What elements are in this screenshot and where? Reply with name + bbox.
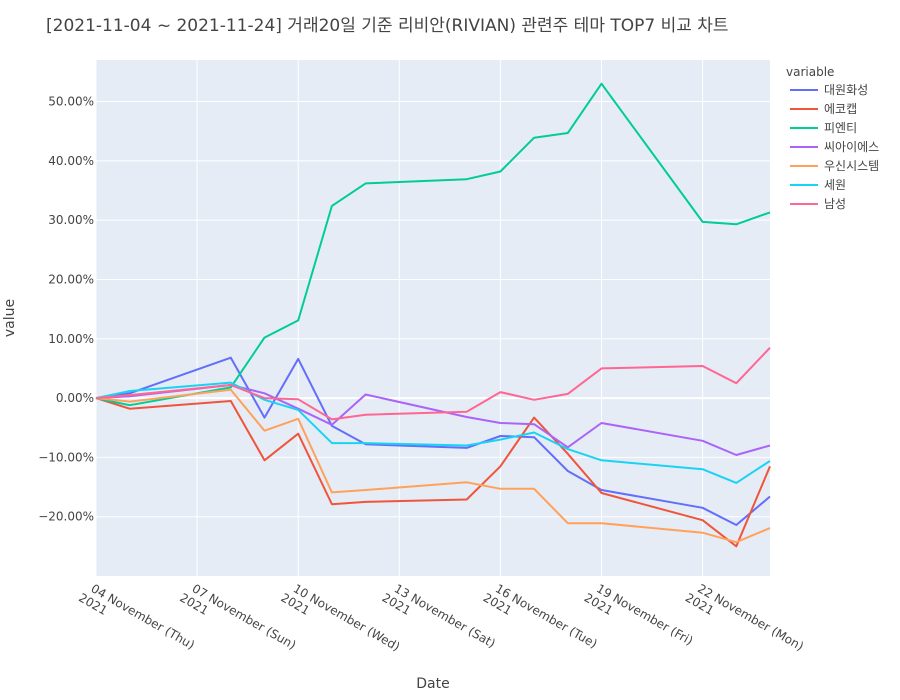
y-tick-label: −10.00% xyxy=(38,450,94,464)
x-tick-label: 19 November (Fri)2021 xyxy=(582,581,696,648)
legend-item-label[interactable]: 남성 xyxy=(824,197,846,211)
x-tick-label-line1: 22 November (Mon) xyxy=(695,581,806,653)
series-line[interactable] xyxy=(95,397,771,548)
series-line[interactable] xyxy=(95,356,771,526)
x-tick-label-line1: 13 November (Sat) xyxy=(392,581,498,650)
y-tick-label: 30.00% xyxy=(48,213,94,227)
legend-item-label[interactable]: 대원화성 xyxy=(824,83,868,97)
legend-item-label[interactable]: 피엔티 xyxy=(824,121,857,135)
x-tick-label-line1: 04 November (Thu) xyxy=(89,581,198,652)
y-tick-label: 50.00% xyxy=(48,95,94,109)
x-tick-label-line1: 07 November (Sun) xyxy=(190,581,299,652)
y-tick-label: −20.00% xyxy=(38,510,94,524)
legend-item-label[interactable]: 에코캡 xyxy=(824,102,857,116)
y-tick-label: 40.00% xyxy=(48,154,94,168)
series-line[interactable] xyxy=(95,82,771,407)
x-tick-label: 07 November (Sun)2021 xyxy=(177,581,299,652)
legend-title: variable xyxy=(786,65,834,79)
series-line[interactable] xyxy=(95,388,771,544)
legend-item-label[interactable]: 우신시스템 xyxy=(824,159,879,173)
x-tick-label-line1: 16 November (Tue) xyxy=(493,581,600,651)
y-tick-label: 0.00% xyxy=(56,391,94,405)
legend-item-label[interactable]: 씨아이에스 xyxy=(824,140,879,154)
x-tick-label: 16 November (Tue)2021 xyxy=(481,581,600,651)
y-axis-title: value xyxy=(2,299,18,337)
x-axis-title: Date xyxy=(416,676,449,692)
y-tick-label: 10.00% xyxy=(48,332,94,346)
x-tick-label: 22 November (Mon)2021 xyxy=(683,581,806,653)
plot-area xyxy=(96,60,770,576)
legend-item-label[interactable]: 세원 xyxy=(824,178,846,192)
x-tick-label: 10 November (Wed)2021 xyxy=(279,581,403,654)
series-line[interactable] xyxy=(95,347,771,421)
chart-title: [2021-11-04 ~ 2021-11-24] 거래20일 기준 리비안(R… xyxy=(46,16,729,36)
x-tick-label: 04 November (Thu)2021 xyxy=(76,581,198,652)
y-tick-label: 20.00% xyxy=(48,272,94,286)
